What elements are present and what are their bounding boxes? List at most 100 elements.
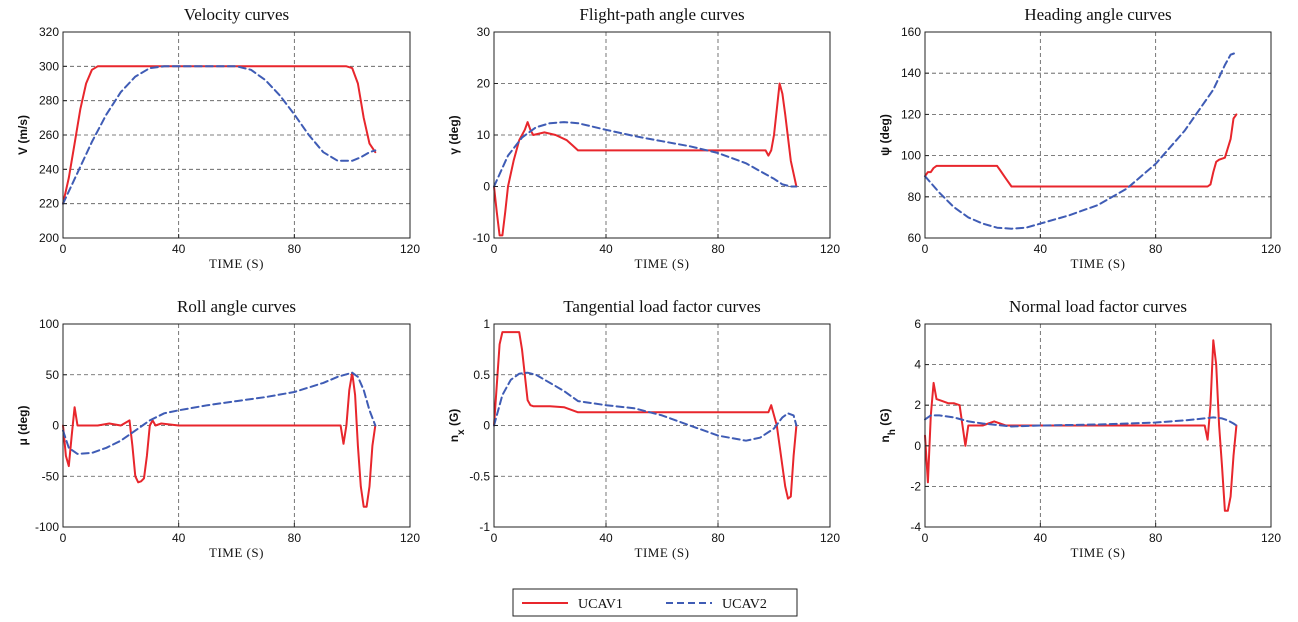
x-axis-label: TIME (S) bbox=[1071, 545, 1126, 560]
x-tick-label: 80 bbox=[711, 531, 725, 545]
y-tick-label: 0 bbox=[914, 439, 921, 453]
x-tick-label: 40 bbox=[172, 242, 186, 256]
y-tick-label: 50 bbox=[46, 368, 60, 382]
y-tick-label: 0 bbox=[483, 180, 490, 194]
y-tick-label: 100 bbox=[39, 317, 59, 331]
legend-label-ucav1: UCAV1 bbox=[578, 597, 623, 612]
x-axis-label: TIME (S) bbox=[635, 256, 690, 271]
y-tick-label: 280 bbox=[39, 94, 59, 108]
y-tick-label: -100 bbox=[35, 520, 59, 534]
x-tick-label: 120 bbox=[400, 242, 420, 256]
x-tick-label: 40 bbox=[1034, 242, 1048, 256]
y-tick-label: 20 bbox=[477, 77, 491, 91]
x-tick-label: 40 bbox=[599, 242, 613, 256]
series-line-ucav2 bbox=[924, 51, 1238, 230]
y-tick-label: 320 bbox=[39, 25, 59, 39]
series-line-ucav2 bbox=[493, 371, 798, 442]
x-tick-label: 120 bbox=[400, 531, 420, 545]
chart-title: Velocity curves bbox=[184, 5, 289, 24]
x-tick-label: 80 bbox=[288, 242, 302, 256]
x-tick-label: 120 bbox=[820, 531, 840, 545]
chart-title: Roll angle curves bbox=[177, 297, 296, 316]
series-line-ucav1 bbox=[62, 371, 377, 508]
x-axis-label: TIME (S) bbox=[635, 545, 690, 560]
y-axis-label: γ (deg) bbox=[447, 115, 461, 154]
series-line-ucav1 bbox=[493, 331, 798, 500]
y-axis-label: ψ (deg) bbox=[878, 114, 892, 156]
plot-frame bbox=[924, 31, 1272, 239]
legend-label-ucav2: UCAV2 bbox=[722, 597, 767, 612]
x-tick-label: 0 bbox=[922, 531, 929, 545]
chart-tangential-load-factor-curves: 0 40 80 120 -1 -0.5 0 0.5 1 Tangential load facto… bbox=[447, 297, 840, 560]
y-tick-label: 240 bbox=[39, 162, 59, 176]
x-tick-label: 80 bbox=[711, 242, 725, 256]
y-tick-label: -2 bbox=[910, 479, 921, 493]
y-axis-label: nh (G) bbox=[878, 408, 898, 442]
x-tick-label: 40 bbox=[599, 531, 613, 545]
y-tick-label: -10 bbox=[473, 231, 491, 245]
y-tick-label: 0 bbox=[52, 419, 59, 433]
y-tick-label: 1 bbox=[483, 317, 490, 331]
plot-frame bbox=[924, 323, 1272, 528]
y-tick-label: 0 bbox=[483, 419, 490, 433]
y-tick-label: -50 bbox=[42, 469, 60, 483]
x-tick-label: 120 bbox=[820, 242, 840, 256]
y-tick-label: 260 bbox=[39, 128, 59, 142]
x-axis-label: TIME (S) bbox=[1071, 256, 1126, 271]
series-line-ucav1 bbox=[924, 339, 1238, 512]
y-axis-label: μ (deg) bbox=[16, 405, 30, 445]
x-tick-label: 0 bbox=[922, 242, 929, 256]
y-tick-label: 4 bbox=[914, 358, 921, 372]
chart-normal-load-factor-curves: 0 40 80 120 -4 -2 0 2 4 6 Normal load factor curve… bbox=[878, 297, 1281, 560]
chart-roll-angle-curves: 0 40 80 120 -100 -50 0 50 100 Roll angle curves TI… bbox=[16, 297, 420, 560]
chart-title: Heading angle curves bbox=[1024, 5, 1171, 24]
x-axis-label: TIME (S) bbox=[209, 256, 264, 271]
series-line-ucav1 bbox=[924, 113, 1238, 188]
x-tick-label: 80 bbox=[1149, 531, 1163, 545]
y-tick-label: -1 bbox=[479, 520, 490, 534]
x-tick-label: 80 bbox=[1149, 242, 1163, 256]
y-tick-label: 220 bbox=[39, 197, 59, 211]
y-tick-label: 10 bbox=[477, 128, 491, 142]
y-tick-label: 30 bbox=[477, 25, 491, 39]
x-tick-label: 40 bbox=[172, 531, 186, 545]
y-tick-label: 2 bbox=[914, 398, 921, 412]
y-tick-label: 140 bbox=[901, 66, 921, 80]
chart-title: Normal load factor curves bbox=[1009, 297, 1187, 316]
x-tick-label: 120 bbox=[1261, 242, 1281, 256]
x-tick-label: 80 bbox=[288, 531, 302, 545]
chart-title: Tangential load factor curves bbox=[563, 297, 761, 316]
series-line-ucav1 bbox=[62, 65, 377, 205]
plot-area bbox=[925, 32, 1271, 238]
series-line-ucav2 bbox=[62, 65, 377, 205]
x-tick-label: 0 bbox=[60, 531, 67, 545]
y-tick-label: 300 bbox=[39, 59, 59, 73]
y-tick-label: -0.5 bbox=[469, 469, 490, 483]
y-tick-label: 80 bbox=[908, 190, 922, 204]
chart-velocity-curves: 0 40 80 120 200 220 240 260 280 300 320 Velocity cu… bbox=[16, 5, 420, 271]
chart-heading-angle-curves: 0 40 80 120 60 80 100 120 140 160 Heading angle cu… bbox=[878, 5, 1281, 271]
series-line-ucav2 bbox=[924, 414, 1238, 428]
x-tick-label: 0 bbox=[60, 242, 67, 256]
chart-title: Flight-path angle curves bbox=[579, 5, 744, 24]
series-line-ucav2 bbox=[62, 371, 377, 455]
y-axis-label: V (m/s) bbox=[16, 115, 30, 155]
y-tick-label: 120 bbox=[901, 107, 921, 121]
legend: UCAV1 UCAV2 bbox=[512, 588, 798, 617]
x-axis-label: TIME (S) bbox=[209, 545, 264, 560]
y-axis-label: nx (G) bbox=[447, 409, 467, 443]
series-line-ucav2 bbox=[493, 121, 798, 188]
y-tick-label: 200 bbox=[39, 231, 59, 245]
x-tick-label: 40 bbox=[1034, 531, 1048, 545]
y-tick-label: 60 bbox=[908, 231, 922, 245]
x-tick-label: 120 bbox=[1261, 531, 1281, 545]
y-tick-label: 0.5 bbox=[473, 368, 490, 382]
x-tick-label: 0 bbox=[491, 242, 498, 256]
y-tick-label: -4 bbox=[910, 520, 921, 534]
y-tick-label: 160 bbox=[901, 25, 921, 39]
y-tick-label: 6 bbox=[914, 317, 921, 331]
y-tick-label: 100 bbox=[901, 149, 921, 163]
x-tick-label: 0 bbox=[491, 531, 498, 545]
